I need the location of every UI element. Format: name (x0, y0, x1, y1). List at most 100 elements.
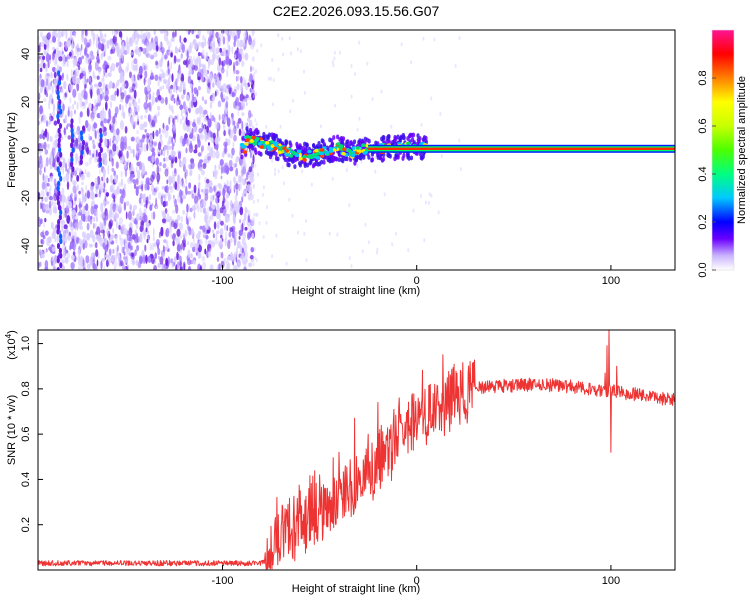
spectrogram-noise-cell (54, 48, 57, 54)
spectrogram-noise-cell (139, 233, 143, 243)
spectrogram-noise-cell (234, 194, 238, 202)
spectrogram-sparse-cell (350, 64, 353, 68)
spectrogram-noise-cell (245, 94, 249, 99)
spectrogram-noise-cell (108, 221, 112, 230)
spectrogram-noise-cell (236, 188, 238, 197)
spectrogram-transition-cell (320, 138, 324, 144)
spectrogram-noise-cell (198, 183, 200, 189)
spectrogram-noise-cell (215, 150, 220, 159)
snr-panel: -100 0 100 0.20.40.60.81.0 Height of strai… (4, 329, 676, 595)
spectrogram-noise-cell (250, 65, 252, 73)
spectrogram-noise-cell (186, 203, 189, 213)
spectrogram-streak-cell (59, 252, 63, 259)
spectrogram-noise-cell (152, 91, 155, 97)
spectrogram-noise-cell (228, 159, 233, 168)
spectrogram-noise-cell (139, 123, 144, 131)
spectrogram-trace-cell (273, 142, 279, 147)
spectrogram-noise-cell (63, 127, 66, 135)
spectrogram-noise-cell (206, 224, 211, 230)
spectrogram-noise-cell (168, 116, 171, 125)
spectrogram-noise-cell (165, 201, 168, 207)
spectrogram-noise-cell (188, 182, 192, 189)
spectrogram-noise-cell (221, 152, 224, 158)
spectrogram-noise-cell (80, 173, 85, 181)
spectrogram-noise-cell (203, 117, 208, 123)
spectrogram-noise-cell (113, 194, 116, 203)
spectrogram-noise-cell (164, 168, 169, 177)
spectrogram-noise-cell (144, 244, 147, 252)
spectrogram-noise-cell (54, 164, 58, 171)
spectrogram-noise-cell (219, 159, 224, 166)
spectrogram-noise-cell (155, 157, 159, 166)
spectrogram-noise-cell (251, 56, 255, 62)
spectrogram-transition-cell (276, 156, 280, 162)
spectrogram-noise-cell (150, 72, 154, 80)
spectrogram-noise-cell (83, 87, 87, 95)
spectrogram-transition-cell (374, 140, 378, 146)
spectrogram-noise-cell (80, 187, 83, 192)
spectrogram-noise-cell (153, 115, 157, 124)
spectrogram-noise-cell (172, 209, 176, 214)
spectrogram-noise-cell (154, 252, 157, 260)
spectrogram-noise-cell (209, 264, 214, 270)
spectrogram-noise-cell (243, 31, 247, 40)
spectrogram-noise-cell (165, 80, 170, 90)
spectrogram-noise-cell (192, 259, 197, 265)
spectrogram-noise-cell (66, 228, 70, 238)
spectrogram-noise-cell (119, 120, 125, 130)
spectrogram-trace-cell (328, 149, 334, 153)
spectrogram-sparse-cell (281, 165, 284, 170)
spectrogram-noise-cell (88, 243, 93, 248)
spectrogram-noise-cell (133, 58, 138, 65)
spectrogram-noise-cell (49, 164, 53, 170)
spectrogram-noise-cell (130, 170, 135, 175)
spectrogram-noise-cell (238, 236, 241, 240)
spectrogram-noise-cell (143, 77, 146, 86)
spectrogram-noise-cell (207, 156, 211, 161)
spectrogram-noise-cell (170, 84, 174, 90)
spectrogram-noise-cell (171, 136, 174, 145)
spectrogram-noise-cell (223, 130, 226, 137)
spectrogram-noise-cell (151, 184, 155, 193)
spectrogram-sparse-cell (459, 167, 462, 172)
spectrogram-noise-cell (105, 200, 110, 205)
spectrogram-noise-cell (108, 208, 112, 219)
spectrogram-noise-cell (145, 227, 148, 233)
spectrogram-noise-cell (44, 149, 49, 155)
spectrogram-noise-cell (187, 71, 192, 79)
spectrogram-noise-cell (114, 259, 118, 268)
spectrogram-noise-cell (212, 233, 215, 239)
spectrogram-noise-cell (179, 255, 182, 264)
spectrogram-noise-cell (216, 79, 221, 89)
spectrogram-noise-cell (183, 235, 186, 245)
spectrogram-noise-cell (168, 103, 171, 110)
spectrogram-streak-cell (56, 195, 60, 201)
spectrogram-noise-cell (227, 34, 231, 42)
spectrogram-noise-cell (197, 76, 201, 81)
spectrogram-noise-cell (71, 235, 75, 241)
spectrogram-noise-cell (121, 189, 126, 199)
carrier-band-core (368, 147, 675, 150)
spectrogram-noise-cell (84, 169, 87, 175)
spectrogram-noise-cell (127, 210, 132, 221)
spectrogram-noise-cell (198, 128, 203, 134)
spectrogram-noise-cell (53, 71, 57, 79)
spectrogram-noise-cell (179, 83, 183, 93)
spectrogram-noise-cell (239, 54, 242, 62)
spectrogram-noise-cell (108, 248, 112, 257)
spectrogram-noise-cell (72, 103, 74, 110)
spectrogram-noise-cell (242, 166, 247, 175)
spectrogram-noise-cell (150, 174, 155, 182)
spectrogram-noise-cell (244, 79, 247, 87)
spectrogram-sparse-cell (272, 155, 275, 160)
spectrogram-noise-cell (42, 98, 47, 103)
spectrogram-noise-cell (41, 36, 46, 42)
spectrogram-noise-cell (155, 197, 158, 207)
spectrogram-noise-cell (106, 228, 111, 235)
spectrogram-noise-cell (48, 207, 53, 216)
spectrogram-noise-cell (142, 212, 146, 218)
spectrogram-sparse-cell (358, 40, 361, 45)
spectrogram-noise-cell (49, 60, 52, 64)
spectrogram-noise-cell (141, 249, 145, 259)
spectrogram-sparse-cell (375, 250, 378, 255)
